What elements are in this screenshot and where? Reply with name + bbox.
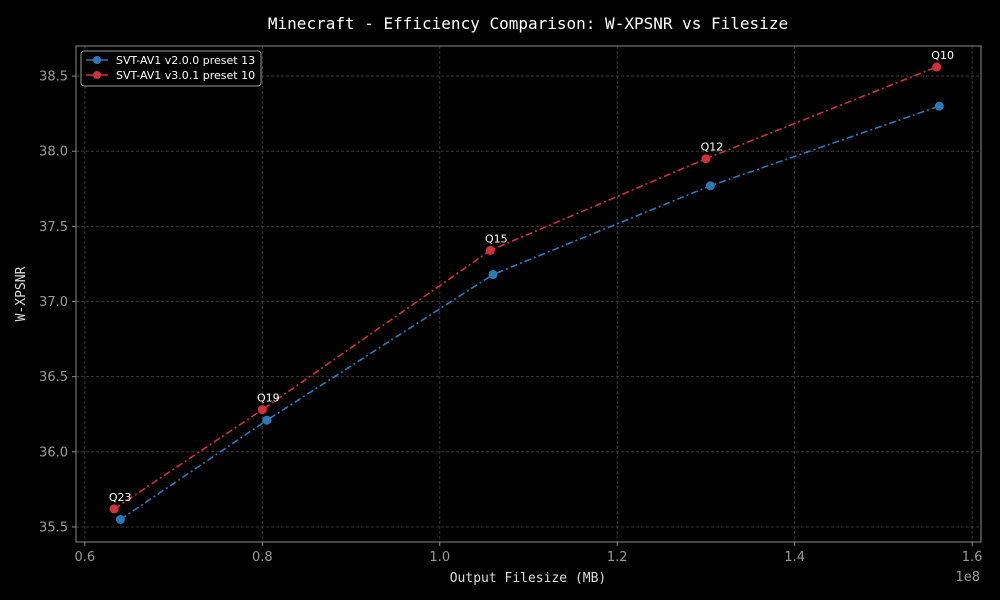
x-tick-label: 0.6 xyxy=(75,550,96,565)
data-point xyxy=(262,415,272,425)
data-point xyxy=(934,101,944,111)
x-tick-label: 1.2 xyxy=(607,550,628,565)
x-axis-ticks: 0.6 0.8 1.0 1.2 1.4 1.6 xyxy=(75,542,983,565)
data-point xyxy=(485,245,495,255)
x-tick-label: 1.4 xyxy=(784,550,805,565)
point-annotation: Q19 xyxy=(257,392,280,405)
series-1 xyxy=(115,101,944,524)
data-series xyxy=(109,62,944,524)
legend-entries: SVT-AV1 v2.0.0 preset 13 SVT-AV1 v3.0.1 p… xyxy=(86,54,255,82)
y-tick-label: 36.0 xyxy=(39,445,68,460)
x-tick-label: 1.6 xyxy=(962,550,983,565)
point-annotation: Q12 xyxy=(701,141,724,154)
y-tick-label: 36.5 xyxy=(39,370,68,385)
legend-label: SVT-AV1 v2.0.0 preset 13 xyxy=(116,54,255,67)
y-tick-label: 37.0 xyxy=(39,295,68,310)
chart-title: Minecraft - Efficiency Comparison: W-XPS… xyxy=(268,14,788,33)
point-annotations: Q23 Q19 Q15 Q12 Q10 xyxy=(109,49,954,504)
data-point xyxy=(701,154,711,164)
point-annotation: Q23 xyxy=(109,491,132,504)
x-tick-label: 0.8 xyxy=(252,550,273,565)
y-tick-label: 37.5 xyxy=(39,220,68,235)
data-point xyxy=(488,269,498,279)
data-point xyxy=(257,405,267,415)
point-annotation: Q15 xyxy=(485,232,508,245)
data-point xyxy=(115,514,125,524)
x-tick-label: 1.0 xyxy=(429,550,450,565)
series-2 xyxy=(109,62,942,514)
legend-box xyxy=(80,50,262,87)
data-point xyxy=(705,181,715,191)
y-axis-ticks: 35.5 36.0 36.5 37.0 37.5 38.0 38.5 xyxy=(39,70,76,535)
point-annotation: Q10 xyxy=(931,49,954,62)
grid-lines xyxy=(76,46,981,542)
legend-marker xyxy=(93,71,101,79)
x-axis-scale-note: 1e8 xyxy=(955,570,980,585)
data-point xyxy=(932,62,942,72)
y-tick-label: 35.5 xyxy=(39,520,68,535)
legend-marker xyxy=(93,56,101,64)
y-tick-label: 38.0 xyxy=(39,145,68,160)
x-axis-label: Output Filesize (MB) xyxy=(450,571,607,586)
legend-label: SVT-AV1 v3.0.1 preset 10 xyxy=(116,69,255,82)
plot-frame xyxy=(75,45,982,543)
y-axis-label: W-XPSNR xyxy=(14,266,29,321)
legend: SVT-AV1 v2.0.0 preset 13 SVT-AV1 v3.0.1 p… xyxy=(80,50,262,87)
y-tick-label: 38.5 xyxy=(39,70,68,85)
data-point xyxy=(109,504,119,514)
